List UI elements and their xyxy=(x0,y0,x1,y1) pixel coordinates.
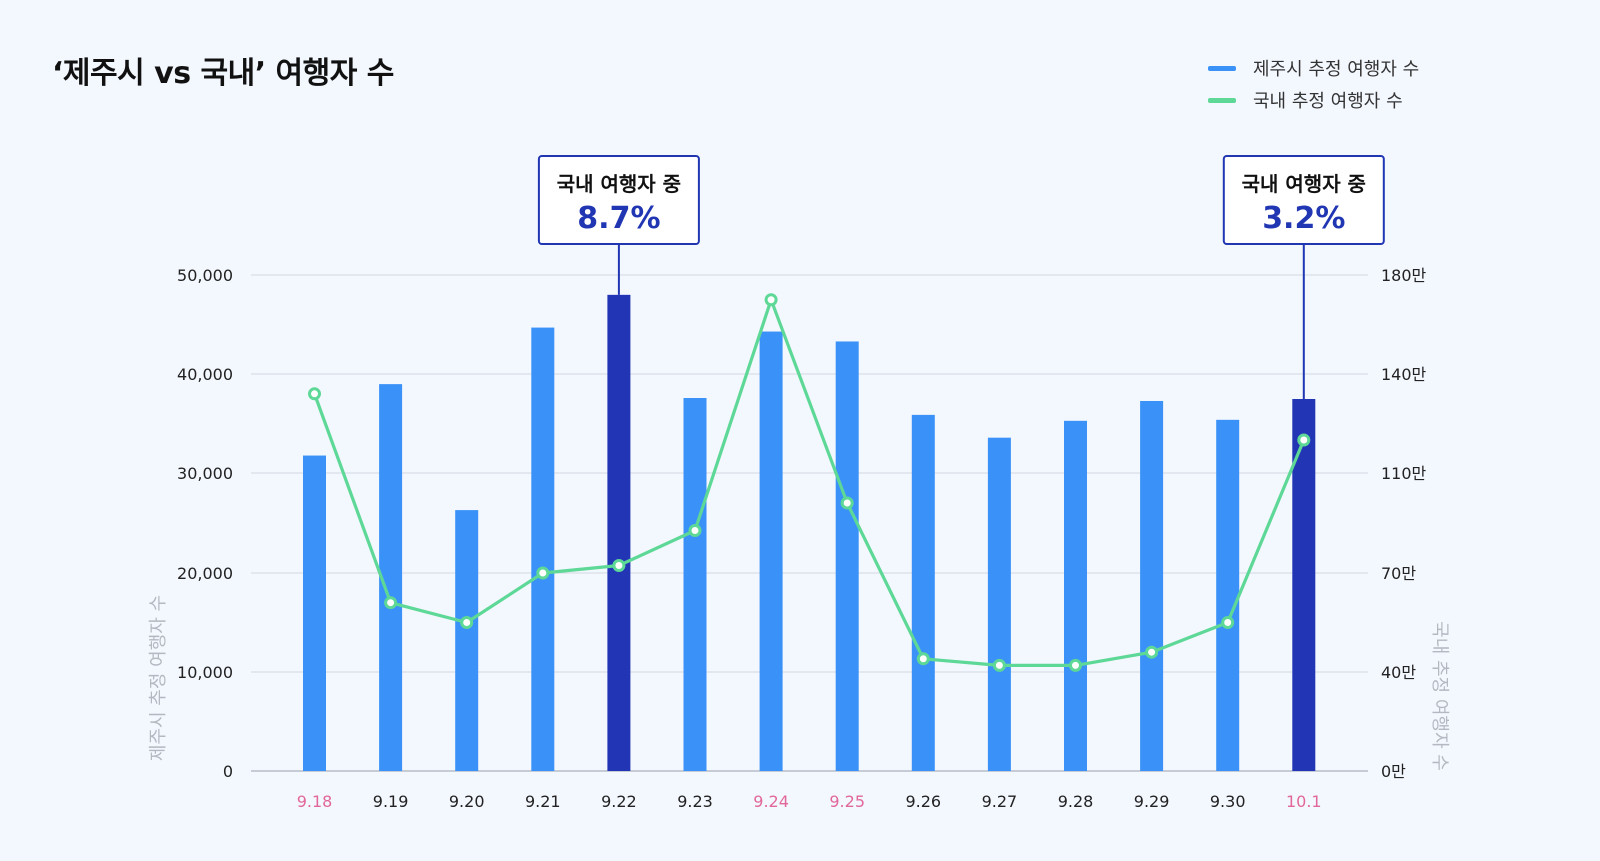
bar-series xyxy=(303,294,1316,771)
left-tick-label: 50,000 xyxy=(177,266,233,285)
x-tick-label: 9.28 xyxy=(1058,792,1094,811)
x-tick-label: 9.24 xyxy=(753,792,789,811)
callout-box xyxy=(1222,155,1385,245)
line-point-9.29 xyxy=(1145,645,1159,659)
callout-value: 8.7% xyxy=(577,201,660,236)
right-axis: 180만 140만 110만 70만 40만 0만 xyxy=(1381,266,1427,781)
line-point-9.21 xyxy=(536,566,550,580)
x-tick-label: 9.29 xyxy=(1134,792,1170,811)
x-tick-label: 9.19 xyxy=(373,792,409,811)
line-point-9.30 xyxy=(1221,616,1235,629)
x-tick-label: 9.20 xyxy=(449,792,485,811)
x-axis: 9.18 9.19 9.20 9.21 9.22 9.23 9.24 9.25 9.26 9.27… xyxy=(297,792,1322,811)
legend-item-line: 국내 추정 여행자 수 xyxy=(1208,84,1419,116)
callouts: 국내 여행자 중 8.7% 국내 여행자 중 3.2% xyxy=(537,155,1385,399)
line-point-9.18 xyxy=(308,387,321,401)
left-tick-label: 0 xyxy=(223,762,233,781)
right-tick-label: 180만 xyxy=(1381,266,1427,285)
x-tick-label: 9.25 xyxy=(829,792,865,811)
legend-swatch-bar xyxy=(1208,65,1236,71)
left-tick-label: 20,000 xyxy=(177,564,233,583)
right-tick-label: 110만 xyxy=(1381,464,1427,483)
callout-label: 국내 여행자 중 xyxy=(1242,172,1366,196)
line-point-9.26 xyxy=(916,652,930,666)
bar-9.28 xyxy=(1064,420,1087,771)
x-tick-label: 9.21 xyxy=(525,792,561,811)
left-tick-label: 10,000 xyxy=(177,663,233,682)
bar-9.30 xyxy=(1216,419,1240,771)
right-tick-label: 140만 xyxy=(1381,365,1427,384)
bar-9.27 xyxy=(987,437,1011,771)
line-point-9.24 xyxy=(764,293,778,307)
bar-9.22 xyxy=(607,294,631,771)
bar-9.21 xyxy=(531,327,555,771)
right-tick-label: 0만 xyxy=(1381,762,1406,781)
line-path xyxy=(312,298,1306,668)
legend-item-bar: 제주시 추정 여행자 수 xyxy=(1208,52,1419,84)
bar-9.25 xyxy=(835,341,859,771)
x-tick-label: 9.23 xyxy=(677,792,713,811)
line-point-9.22 xyxy=(612,559,626,572)
legend-label-bar: 제주시 추정 여행자 수 xyxy=(1253,59,1420,80)
legend-label-line: 국내 추정 여행자 수 xyxy=(1253,91,1403,112)
x-tick-label: 9.26 xyxy=(905,792,941,811)
left-axis-title: 제주시 추정 여행자 수 xyxy=(148,595,169,761)
grid-lines xyxy=(251,274,1368,772)
chart-title: ‘제주시 vs 국내’ 여행자 수 xyxy=(52,56,394,91)
line-point-9.23 xyxy=(688,524,702,537)
bar-10.1 xyxy=(1292,399,1316,771)
x-tick-label: 10.1 xyxy=(1286,792,1322,811)
callout-box xyxy=(537,155,700,245)
left-tick-label: 30,000 xyxy=(177,464,233,483)
bar-9.18 xyxy=(303,455,326,771)
line-point-9.19 xyxy=(384,596,398,610)
x-tick-label: 9.22 xyxy=(601,792,637,811)
bar-9.23 xyxy=(683,398,707,771)
right-axis-title: 국내 추정 여행자 수 xyxy=(1429,621,1450,771)
line-series xyxy=(308,293,1311,672)
right-tick-label: 70만 xyxy=(1381,564,1416,583)
bar-9.20 xyxy=(455,510,479,771)
line-point-9.20 xyxy=(460,616,474,629)
callout-value: 3.2% xyxy=(1262,201,1345,236)
bar-9.24 xyxy=(759,331,783,771)
x-tick-label: 9.27 xyxy=(982,792,1018,811)
x-tick-label: 9.18 xyxy=(297,792,333,811)
right-tick-label: 40만 xyxy=(1381,663,1416,682)
legend-swatch-line xyxy=(1208,97,1236,103)
x-tick-label: 9.30 xyxy=(1210,792,1246,811)
left-tick-label: 40,000 xyxy=(177,365,233,384)
bar-9.26 xyxy=(911,414,935,771)
line-point-9.27 xyxy=(992,658,1006,672)
line-point-9.25 xyxy=(840,496,854,510)
bar-9.29 xyxy=(1140,400,1164,771)
line-point-10.1 xyxy=(1297,433,1311,447)
left-axis: 50,000 40,000 30,000 20,000 10,000 0 xyxy=(177,266,233,781)
bar-9.19 xyxy=(379,384,403,771)
legend: 제주시 추정 여행자 수 국내 추정 여행자 수 xyxy=(1208,52,1419,116)
line-point-9.28 xyxy=(1069,658,1082,672)
callout-label: 국내 여행자 중 xyxy=(557,172,681,196)
